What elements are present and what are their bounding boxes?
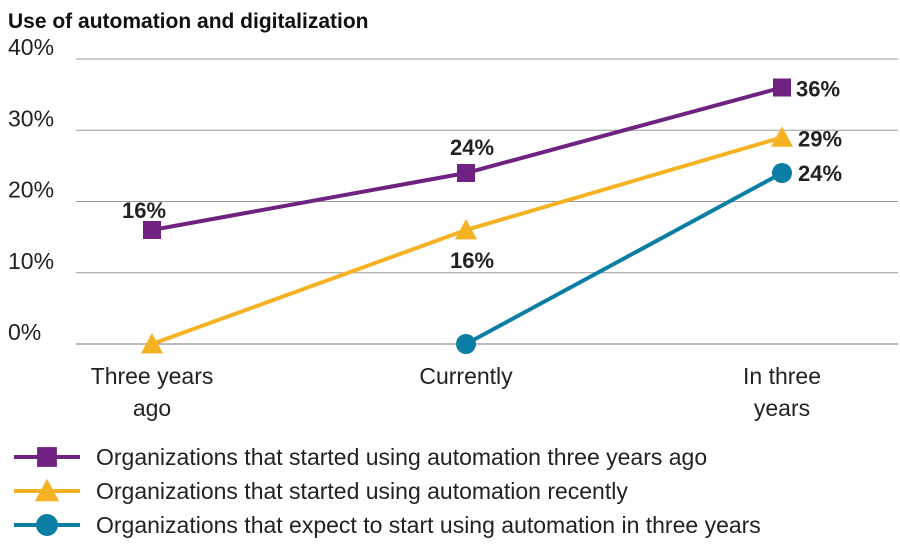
legend-label: Organizations that started using automat… [96, 478, 628, 504]
y-tick-label: 0% [8, 319, 41, 345]
triangle-marker [455, 219, 477, 240]
circle-marker [772, 163, 792, 183]
y-tick-label: 10% [8, 248, 54, 274]
legend-label: Organizations that expect to start using… [96, 512, 761, 538]
y-tick-label: 20% [8, 177, 54, 203]
data-label: 24% [450, 135, 494, 160]
data-label: 16% [450, 248, 494, 273]
circle-marker [456, 334, 476, 354]
series-line [465, 171, 783, 346]
x-tick-label: In three years [743, 363, 821, 421]
x-tick-label: Currently [419, 363, 513, 389]
legend-square-marker [37, 447, 57, 467]
y-tick-label: 40% [8, 34, 54, 60]
data-label: 16% [122, 198, 166, 223]
legend: Organizations that started using automat… [14, 444, 761, 538]
x-axis: Three years ago Currently In three years [91, 363, 821, 421]
y-tick-label: 30% [8, 105, 54, 131]
square-marker [457, 164, 475, 182]
square-marker [143, 221, 161, 239]
triangle-marker [771, 126, 793, 147]
data-label: 24% [798, 161, 842, 186]
x-tick-label: Three years ago [91, 363, 214, 421]
square-marker [773, 78, 791, 97]
legend-triangle-marker [34, 478, 60, 502]
y-axis: 0% 10% 20% 30% 40% [8, 34, 54, 345]
grid [76, 58, 898, 345]
data-label: 36% [796, 77, 840, 102]
series-markers [141, 78, 793, 354]
series-lines [151, 85, 783, 346]
data-label: 29% [798, 126, 842, 151]
legend-circle-marker [36, 514, 58, 536]
legend-label: Organizations that started using automat… [96, 444, 707, 470]
triangle-marker [141, 333, 163, 354]
chart-title: Use of automation and digitalization [8, 10, 369, 33]
data-labels: 16% 24% 36% 16% 29% 24% [122, 77, 842, 274]
